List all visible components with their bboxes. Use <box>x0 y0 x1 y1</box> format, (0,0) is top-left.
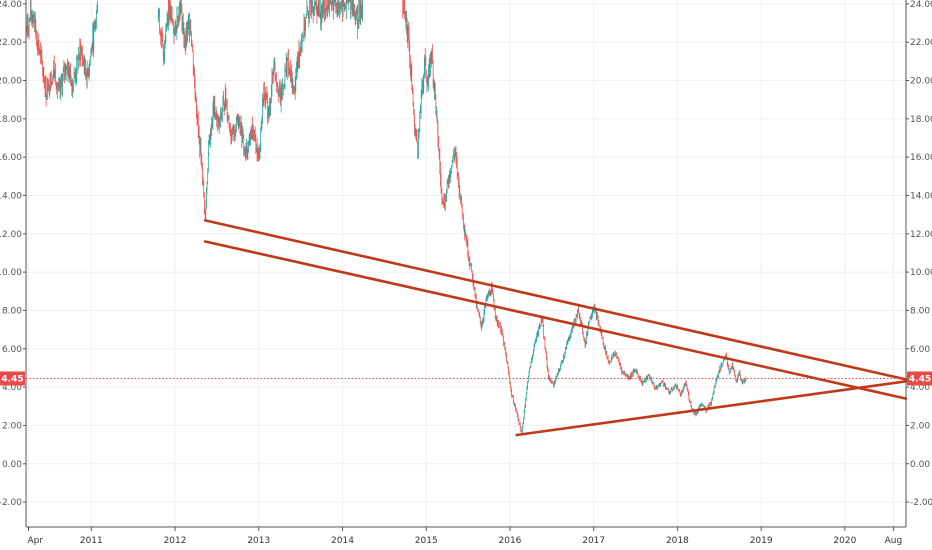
trend-line-0 <box>203 219 908 381</box>
x-tick-label-9: 2019 <box>750 536 773 546</box>
y-tick-label-right-10: 4.00 <box>910 383 930 393</box>
y-tick-label-right-5: 14.00 <box>910 191 932 201</box>
y-axis-left[interactable]: 24.00 22.00 20.00 18.00 16.00 14.00 12.00 10.00… <box>0 0 26 508</box>
y-tick-label-right-4: 16.00 <box>910 153 932 163</box>
trend-lines[interactable] <box>203 219 908 437</box>
y-tick-label-right-0: 24.00 <box>910 0 932 10</box>
y-tick-label-right-8: 8.00 <box>910 306 930 316</box>
x-tick-label-11: Aug <box>885 536 903 546</box>
x-tick-label-0: Apr <box>28 536 44 546</box>
current-price-labels: 4.45 4.45 <box>0 371 932 386</box>
y-tick-label-right-11: 2.00 <box>910 421 930 431</box>
x-tick-label-6: 2016 <box>499 536 522 546</box>
y-tick-label-right-9: 6.00 <box>910 345 930 355</box>
y-tick-label-right-1: 22.00 <box>910 38 932 48</box>
x-tick-label-4: 2014 <box>331 536 354 546</box>
y-tick-label-left-12: 0.00 <box>2 460 22 470</box>
y-tick-label-right-7: 10.00 <box>910 268 932 278</box>
x-axis[interactable]: Apr 2011 2012 2013 2014 2015 2016 2017 2018 2019 2… <box>28 527 903 546</box>
y-tick-label-left-4: 16.00 <box>0 153 22 163</box>
y-tick-label-left-5: 14.00 <box>0 191 22 201</box>
y-tick-label-left-13: -2.00 <box>0 498 22 508</box>
y-tick-label-right-2: 20.00 <box>910 76 932 86</box>
y-tick-label-left-11: 2.00 <box>2 421 22 431</box>
y-tick-label-left-1: 22.00 <box>0 38 22 48</box>
x-tick-label-2: 2012 <box>164 536 187 546</box>
y-axis-right[interactable]: 24.00 22.00 20.00 18.00 16.00 14.00 12.00 10.00… <box>906 0 932 508</box>
price-label-left-bg <box>0 371 25 386</box>
x-tick-label-5: 2015 <box>415 536 438 546</box>
x-tick-label-1: 2011 <box>80 536 103 546</box>
y-tick-label-left-2: 20.00 <box>0 76 22 86</box>
candles <box>25 0 747 433</box>
price-label-right: 4.45 <box>909 374 931 384</box>
y-tick-label-right-3: 18.00 <box>910 115 932 125</box>
trend-line-2 <box>515 380 908 437</box>
y-tick-label-left-9: 6.00 <box>2 345 22 355</box>
y-tick-label-right-6: 12.00 <box>910 230 932 240</box>
y-tick-label-left-8: 8.00 <box>2 306 22 316</box>
grid <box>26 0 906 527</box>
y-tick-label-left-7: 10.00 <box>0 268 22 278</box>
y-tick-label-left-10: 4.00 <box>2 383 22 393</box>
axes <box>25 0 907 528</box>
x-tick-label-8: 2018 <box>666 536 689 546</box>
y-tick-label-left-0: 24.00 <box>0 0 22 10</box>
y-tick-label-left-6: 12.00 <box>0 230 22 240</box>
price-label-right-bg <box>907 371 932 386</box>
trend-line-1 <box>203 240 908 400</box>
y-tick-label-right-13: -2.00 <box>910 498 932 508</box>
x-tick-label-10: 2020 <box>833 536 856 546</box>
x-tick-label-3: 2013 <box>247 536 270 546</box>
y-tick-label-left-3: 18.00 <box>0 115 22 125</box>
price-label-left: 4.45 <box>1 374 23 384</box>
y-tick-label-right-12: 0.00 <box>910 460 930 470</box>
x-tick-label-7: 2017 <box>582 536 605 546</box>
